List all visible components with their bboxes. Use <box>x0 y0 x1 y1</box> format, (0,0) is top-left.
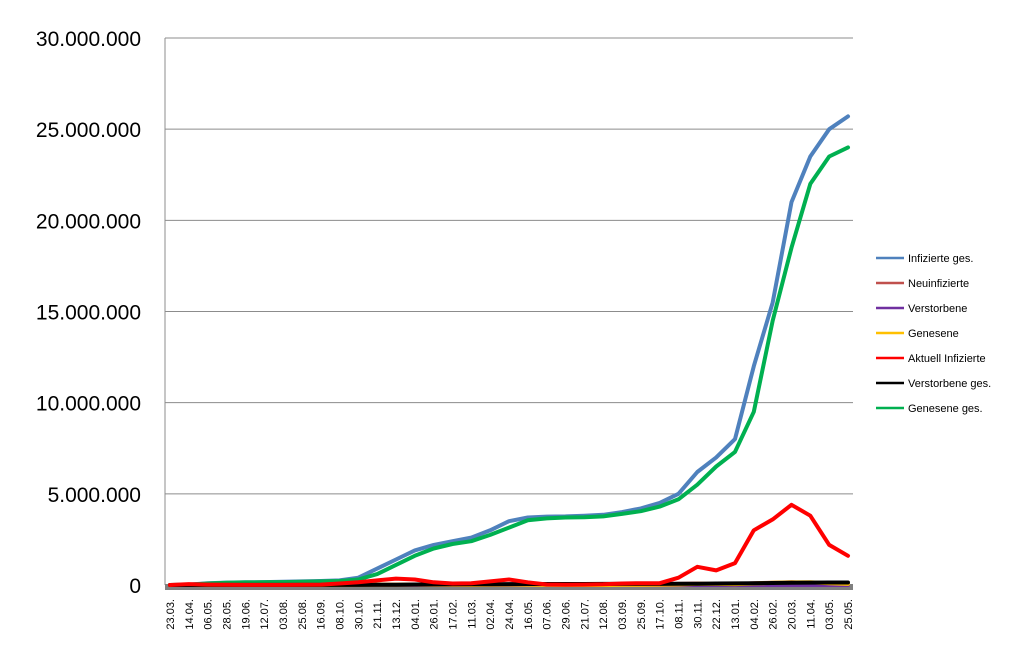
legend: Infizierte ges. Neuinfizierte Verstorbene G… <box>876 253 991 415</box>
x-tick-label: 19.06. <box>240 599 252 630</box>
y-tick-label: 25.000.000 <box>36 119 141 142</box>
y-tick-label: 20.000.000 <box>36 210 141 233</box>
x-tick-label: 29.06. <box>561 599 573 630</box>
x-tick-label: 20.03. <box>787 599 799 630</box>
x-tick-label: 13.12. <box>391 599 403 630</box>
x-tick-label: 11.03. <box>466 599 478 629</box>
legend-label: Neuinfizierte <box>908 278 969 290</box>
x-tick-label: 07.06. <box>542 599 554 630</box>
series-line-6 <box>168 145 850 587</box>
y-tick-label: 5.000.000 <box>48 484 141 507</box>
series-line-4 <box>168 502 850 587</box>
x-tick-label: 12.08. <box>598 599 610 630</box>
x-tick-label: 08.10. <box>335 599 347 630</box>
x-tick-label: 14.04. <box>184 599 196 630</box>
y-tick-label: 10.000.000 <box>36 393 141 416</box>
y-tick-label: 15.000.000 <box>36 302 141 325</box>
x-tick-label: 03.09. <box>617 599 629 630</box>
x-tick-label: 21.07. <box>579 599 591 630</box>
x-tick-label: 25.08. <box>297 599 309 630</box>
x-tick-label: 16.05. <box>523 599 535 630</box>
x-tick-label: 28.05. <box>222 599 234 630</box>
x-tick-label: 17.10. <box>655 599 667 630</box>
legend-label: Genesene <box>908 328 959 340</box>
series-lines <box>168 114 850 587</box>
x-tick-label: 11.04. <box>805 599 817 629</box>
x-tick-label: 24.04. <box>504 599 516 630</box>
x-tick-label: 04.01. <box>410 599 422 630</box>
x-tick-label: 17.02. <box>448 599 460 630</box>
x-tick-label: 30.10. <box>353 599 365 630</box>
x-tick-label: 30.11. <box>692 599 704 629</box>
y-axis-ticks: 0 5.000.000 10.000.000 15.000.000 20.000.000… <box>36 28 141 598</box>
x-tick-label: 06.05. <box>203 599 215 630</box>
x-tick-label: 13.01. <box>730 599 742 630</box>
legend-label: Verstorbene <box>908 303 967 315</box>
legend-label: Verstorbene ges. <box>908 378 991 390</box>
x-tick-label: 26.01. <box>429 599 441 630</box>
x-tick-label: 21.11. <box>372 599 384 629</box>
x-tick-label: 03.08. <box>278 599 290 630</box>
legend-label: Infizierte ges. <box>908 253 973 265</box>
x-tick-label: 04.02. <box>749 599 761 630</box>
x-tick-label: 25.05. <box>843 599 855 630</box>
x-tick-label: 22.12. <box>711 599 723 630</box>
y-tick-label: 30.000.000 <box>36 28 141 51</box>
x-tick-label: 26.02. <box>768 599 780 630</box>
x-tick-label: 12.07. <box>259 599 271 630</box>
gridlines <box>164 37 853 585</box>
legend-label: Genesene ges. <box>908 403 983 415</box>
x-tick-label: 16.09. <box>316 599 328 630</box>
x-axis-ticks: 23.03. 14.04. 06.05. 28.05. 19.06. 12.07. 03.0… <box>165 599 855 630</box>
x-tick-label: 23.03. <box>165 599 177 630</box>
series-line-0 <box>168 114 850 587</box>
x-tick-label: 25.09. <box>636 599 648 630</box>
x-tick-label: 03.05. <box>824 599 836 630</box>
y-tick-label: 0 <box>129 575 141 598</box>
x-tick-label: 08.11. <box>674 599 686 629</box>
legend-label: Aktuell Infizierte <box>908 353 986 365</box>
x-tick-label: 02.04. <box>485 599 497 630</box>
